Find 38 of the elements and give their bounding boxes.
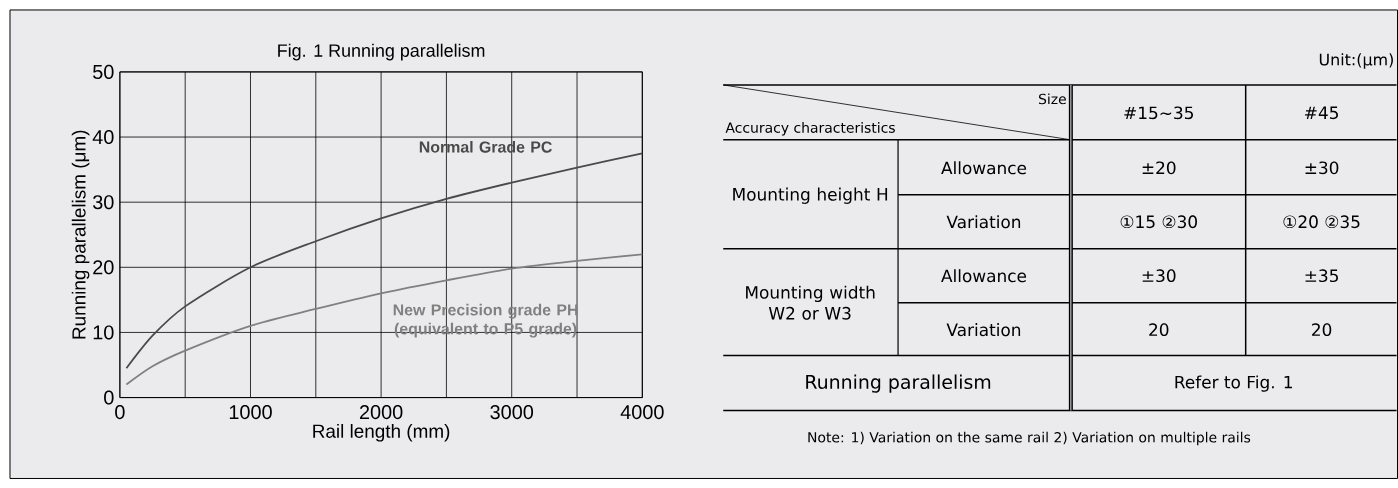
x-axis-title: Rail length (mm) <box>313 423 450 442</box>
x-tick-label: 2000 <box>359 404 403 419</box>
text: Size <box>1038 93 1066 105</box>
text: Unit:(μm) <box>1319 52 1393 69</box>
text: ±30 <box>1305 161 1339 174</box>
x-tick-label: 0 <box>115 404 125 419</box>
y-tick-label: 40 <box>92 129 114 144</box>
text: ±20 <box>1142 161 1176 174</box>
text: 20 <box>1149 323 1169 336</box>
text: #15~35 <box>1124 106 1193 120</box>
text: Allowance <box>941 268 1027 282</box>
line-series <box>125 152 644 369</box>
x-tick-label: 4000 <box>620 404 664 419</box>
text: ①15 ②30 <box>1120 215 1197 228</box>
text: Accuracy characteristics <box>725 121 895 136</box>
text: Allowance <box>941 161 1027 175</box>
x-tick-label: 3000 <box>490 404 534 419</box>
text: Running parallelism <box>806 374 991 393</box>
y-tick-label: 30 <box>92 194 114 209</box>
y-tick-label: 10 <box>93 325 114 340</box>
text: Variation <box>946 214 1021 229</box>
text: 20 <box>1312 323 1332 336</box>
text: Refer to Fig. 1 <box>1175 375 1292 392</box>
y-tick-label: 0 <box>104 390 114 405</box>
text: Mounting height H <box>733 187 888 204</box>
text: Mounting width W2 or W3 <box>746 285 875 320</box>
y-tick-label: 50 <box>93 64 114 79</box>
chart-title: Fig. 1 Running parallelism <box>278 43 485 61</box>
text: Variation <box>946 322 1021 336</box>
text: ±35 <box>1305 269 1338 282</box>
text: Note: 1) Variation on the same rail 2) Variation on multiple rails <box>808 431 1251 446</box>
line-series <box>125 253 644 386</box>
text: ①20 ②35 <box>1283 215 1360 228</box>
y-axis-title: Running parallelism (μm) <box>71 130 90 339</box>
y-tick-label: 20 <box>93 260 114 275</box>
text: ±30 <box>1142 269 1176 282</box>
text: #45 <box>1305 106 1338 119</box>
x-tick-label: 1000 <box>229 404 272 419</box>
